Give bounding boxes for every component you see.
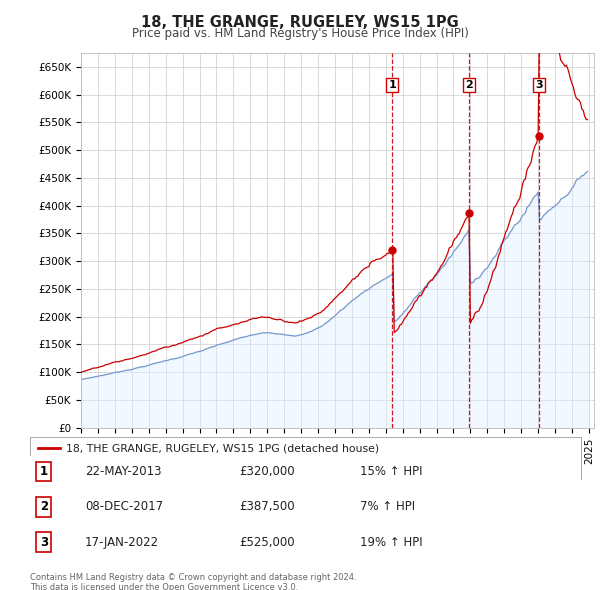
Text: 2: 2 xyxy=(466,80,473,90)
Text: 1: 1 xyxy=(40,465,48,478)
Text: 22-MAY-2013: 22-MAY-2013 xyxy=(85,465,161,478)
Text: 17-JAN-2022: 17-JAN-2022 xyxy=(85,536,159,549)
Text: 18, THE GRANGE, RUGELEY, WS15 1PG (detached house): 18, THE GRANGE, RUGELEY, WS15 1PG (detac… xyxy=(66,444,379,454)
Text: HPI: Average price, detached house, Lichfield: HPI: Average price, detached house, Lich… xyxy=(66,463,314,473)
Text: 18, THE GRANGE, RUGELEY, WS15 1PG: 18, THE GRANGE, RUGELEY, WS15 1PG xyxy=(141,15,459,30)
Text: This data is licensed under the Open Government Licence v3.0.: This data is licensed under the Open Gov… xyxy=(30,583,298,590)
Text: 3: 3 xyxy=(40,536,48,549)
Text: 3: 3 xyxy=(535,80,542,90)
Text: Price paid vs. HM Land Registry's House Price Index (HPI): Price paid vs. HM Land Registry's House … xyxy=(131,27,469,40)
Text: 19% ↑ HPI: 19% ↑ HPI xyxy=(361,536,423,549)
Text: 1: 1 xyxy=(388,80,396,90)
Text: £525,000: £525,000 xyxy=(239,536,295,549)
Text: 08-DEC-2017: 08-DEC-2017 xyxy=(85,500,163,513)
Text: £387,500: £387,500 xyxy=(239,500,295,513)
Text: 2: 2 xyxy=(40,500,48,513)
Text: £320,000: £320,000 xyxy=(239,465,295,478)
Text: Contains HM Land Registry data © Crown copyright and database right 2024.: Contains HM Land Registry data © Crown c… xyxy=(30,573,356,582)
Text: 15% ↑ HPI: 15% ↑ HPI xyxy=(361,465,423,478)
Text: 7% ↑ HPI: 7% ↑ HPI xyxy=(361,500,416,513)
